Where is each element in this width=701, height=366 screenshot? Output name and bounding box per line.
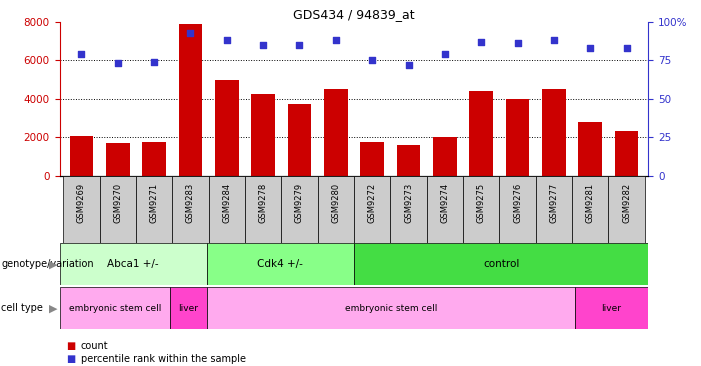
Text: percentile rank within the sample: percentile rank within the sample	[81, 354, 245, 365]
Point	[585, 45, 596, 51]
Text: GSM9277: GSM9277	[550, 182, 559, 223]
Text: ▶: ▶	[49, 259, 57, 269]
Bar	[575, 287, 648, 329]
Point	[149, 59, 160, 65]
Text: ■: ■	[67, 341, 76, 351]
Text: GSM9276: GSM9276	[513, 182, 522, 223]
Bar	[360, 142, 384, 176]
Bar	[318, 176, 354, 243]
Bar	[245, 176, 281, 243]
Text: cell type: cell type	[1, 303, 43, 313]
Bar	[608, 176, 645, 243]
Bar	[324, 89, 348, 176]
Bar	[100, 176, 136, 243]
Bar	[354, 243, 648, 285]
Bar	[106, 143, 130, 176]
Text: GSM9284: GSM9284	[222, 182, 231, 223]
Text: GSM9270: GSM9270	[114, 182, 122, 223]
Bar	[499, 176, 536, 243]
Text: GSM9279: GSM9279	[295, 182, 304, 223]
Bar	[433, 137, 456, 176]
Bar	[170, 287, 207, 329]
Bar	[578, 122, 602, 176]
Bar	[427, 176, 463, 243]
Point	[403, 62, 414, 68]
Point	[548, 37, 559, 43]
Text: Abca1 +/-: Abca1 +/-	[107, 259, 159, 269]
Point	[222, 37, 233, 43]
Bar	[60, 243, 207, 285]
Bar	[463, 176, 499, 243]
Text: GSM9278: GSM9278	[259, 182, 268, 223]
Point	[76, 51, 87, 57]
Point	[257, 42, 268, 48]
Text: GSM9274: GSM9274	[440, 182, 449, 223]
Text: GSM9275: GSM9275	[477, 182, 486, 223]
Bar	[470, 91, 493, 176]
Bar	[60, 287, 170, 329]
Bar	[536, 176, 572, 243]
Bar	[209, 176, 245, 243]
Bar	[505, 99, 529, 176]
Point	[512, 41, 523, 46]
Text: ■: ■	[67, 354, 76, 365]
Text: liver: liver	[178, 304, 198, 313]
Point	[185, 30, 196, 36]
Bar	[287, 104, 311, 176]
Text: GSM9269: GSM9269	[77, 182, 86, 223]
Bar	[179, 24, 203, 176]
Point	[440, 51, 451, 57]
Text: liver: liver	[601, 304, 622, 313]
Point	[294, 42, 305, 48]
Bar	[354, 176, 390, 243]
Text: count: count	[81, 341, 108, 351]
Bar	[215, 80, 238, 176]
Bar	[63, 176, 100, 243]
Point	[112, 60, 123, 66]
Text: GSM9281: GSM9281	[586, 182, 594, 223]
Text: Cdk4 +/-: Cdk4 +/-	[257, 259, 304, 269]
Bar	[252, 94, 275, 176]
Text: genotype/variation: genotype/variation	[1, 259, 94, 269]
Bar	[207, 243, 354, 285]
Bar	[542, 89, 566, 176]
Bar	[281, 176, 318, 243]
Bar	[615, 131, 639, 176]
Text: embryonic stem cell: embryonic stem cell	[345, 304, 437, 313]
Bar	[207, 287, 575, 329]
Text: GSM9282: GSM9282	[622, 182, 631, 223]
Text: GSM9272: GSM9272	[368, 182, 376, 223]
Text: GSM9283: GSM9283	[186, 182, 195, 223]
Title: GDS434 / 94839_at: GDS434 / 94839_at	[293, 8, 415, 21]
Bar	[136, 176, 172, 243]
Point	[330, 37, 341, 43]
Text: GSM9271: GSM9271	[149, 182, 158, 223]
Bar	[142, 142, 166, 176]
Text: embryonic stem cell: embryonic stem cell	[69, 304, 161, 313]
Text: GSM9280: GSM9280	[332, 182, 340, 223]
Text: GSM9273: GSM9273	[404, 182, 413, 223]
Bar	[397, 145, 421, 176]
Point	[367, 57, 378, 63]
Bar	[172, 176, 209, 243]
Bar	[69, 136, 93, 176]
Point	[475, 39, 486, 45]
Text: control: control	[483, 259, 519, 269]
Point	[621, 45, 632, 51]
Text: ▶: ▶	[49, 303, 57, 313]
Bar	[390, 176, 427, 243]
Bar	[572, 176, 608, 243]
